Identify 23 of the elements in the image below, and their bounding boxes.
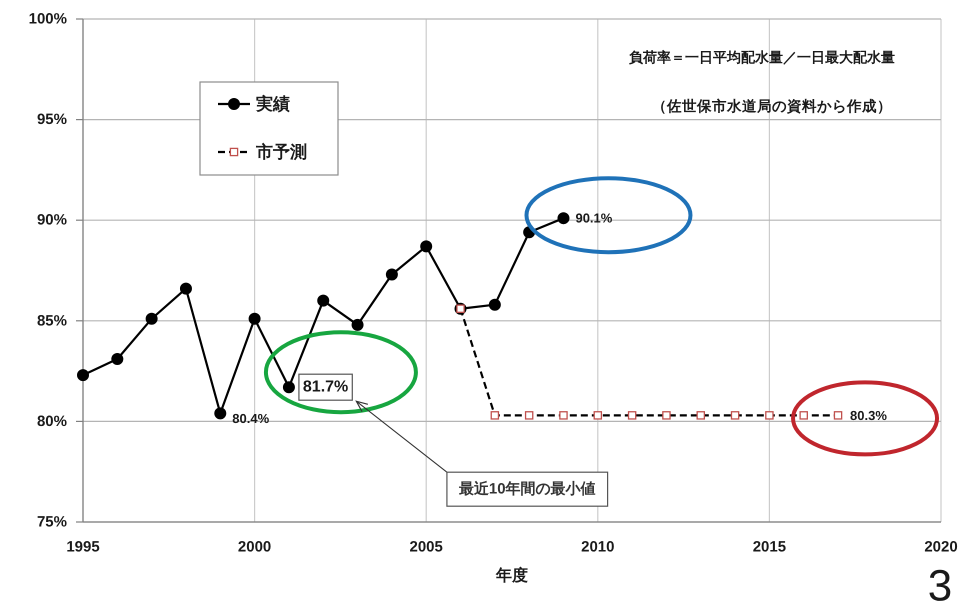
legend-label: 実績 [255,94,290,114]
data-label: 90.1% [575,210,613,226]
x-tick-label: 2005 [410,538,443,556]
x-tick-label: 2015 [752,538,786,556]
x-tick-label: 2000 [238,538,272,556]
legend-label: 市予測 [255,142,307,162]
y-tick-label: 85% [36,312,67,330]
data-label: 80.3% [850,408,888,423]
annotation: 最近10年間の最小値 [458,480,596,498]
data-label: 81.7% [302,378,348,396]
data-label: 80.4% [232,410,270,426]
y-tick-label: 100% [28,10,67,28]
annotation: （佐世保市水道局の資料から作成） [652,97,892,115]
x-tick-label: 2020 [924,538,958,556]
y-tick-label: 80% [36,412,67,430]
x-tick-label: 2010 [581,538,614,556]
y-tick-label: 95% [36,111,67,128]
y-tick-label: 90% [36,212,67,229]
annotation: 負荷率＝一日平均配水量／一日最大配水量 [629,49,895,65]
x-tick-label: 1995 [66,538,100,556]
text: 3 [928,562,952,609]
x-axis-title: 年度 [495,566,528,584]
y-tick-label: 75% [36,514,67,530]
